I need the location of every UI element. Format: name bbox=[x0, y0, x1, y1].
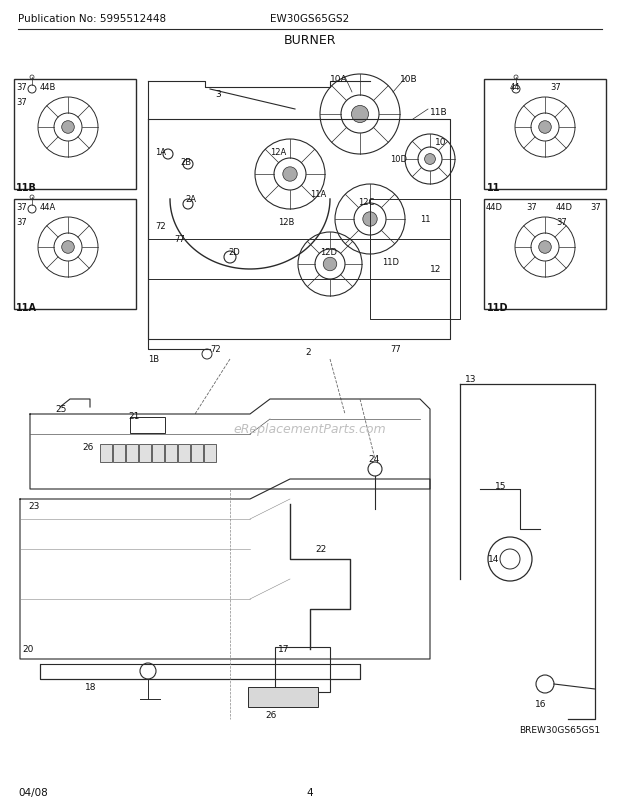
Text: 2: 2 bbox=[305, 347, 311, 357]
Text: BREW30GS65GS1: BREW30GS65GS1 bbox=[519, 725, 600, 734]
Text: 77: 77 bbox=[174, 235, 185, 244]
Text: 18: 18 bbox=[85, 683, 97, 691]
Text: 10D: 10D bbox=[390, 155, 407, 164]
Text: 37: 37 bbox=[16, 83, 27, 92]
Text: 11A: 11A bbox=[16, 302, 37, 313]
Text: 37: 37 bbox=[526, 203, 537, 212]
Bar bbox=[40, 664, 360, 679]
Text: 37: 37 bbox=[590, 203, 601, 212]
Bar bbox=[139, 444, 151, 463]
Text: 44D: 44D bbox=[486, 203, 503, 212]
Text: Publication No: 5995512448: Publication No: 5995512448 bbox=[18, 14, 166, 24]
Text: 26: 26 bbox=[82, 443, 94, 452]
Circle shape bbox=[323, 258, 337, 271]
Text: 44D: 44D bbox=[556, 203, 573, 212]
Text: 37: 37 bbox=[16, 203, 27, 212]
Text: 37: 37 bbox=[16, 217, 27, 227]
Text: 4: 4 bbox=[307, 787, 313, 797]
Text: 77: 77 bbox=[390, 345, 401, 354]
Bar bbox=[248, 687, 318, 707]
Text: 24: 24 bbox=[368, 455, 379, 464]
Text: 14: 14 bbox=[488, 554, 499, 563]
Circle shape bbox=[62, 241, 74, 254]
Text: 16: 16 bbox=[535, 699, 546, 708]
Text: 11: 11 bbox=[420, 215, 430, 224]
Text: 72: 72 bbox=[155, 221, 166, 231]
Text: 11D: 11D bbox=[487, 302, 508, 313]
Text: 11: 11 bbox=[487, 183, 500, 192]
Text: 2B: 2B bbox=[180, 158, 191, 167]
Text: 10A: 10A bbox=[330, 75, 348, 84]
Text: 37: 37 bbox=[16, 98, 27, 107]
Text: 11D: 11D bbox=[382, 257, 399, 267]
Text: 25: 25 bbox=[55, 404, 66, 414]
Bar bbox=[204, 444, 216, 463]
Circle shape bbox=[425, 155, 435, 165]
Circle shape bbox=[539, 122, 551, 134]
Circle shape bbox=[283, 168, 297, 182]
Text: EW30GS65GS2: EW30GS65GS2 bbox=[270, 14, 350, 24]
Circle shape bbox=[363, 213, 377, 227]
Text: 04/08: 04/08 bbox=[18, 787, 48, 797]
Bar bbox=[191, 444, 203, 463]
Bar bbox=[126, 444, 138, 463]
Text: 11B: 11B bbox=[16, 183, 37, 192]
Text: 2D: 2D bbox=[228, 248, 240, 257]
Text: 44A: 44A bbox=[40, 203, 56, 212]
Text: 12B: 12B bbox=[278, 217, 294, 227]
Bar bbox=[14, 200, 136, 310]
Text: 12C: 12C bbox=[358, 198, 374, 207]
Text: 21: 21 bbox=[128, 411, 140, 420]
Text: 23: 23 bbox=[28, 501, 40, 510]
Text: 13: 13 bbox=[465, 375, 477, 383]
Text: 44B: 44B bbox=[40, 83, 56, 92]
Text: eReplacementParts.com: eReplacementParts.com bbox=[234, 423, 386, 436]
Text: 22: 22 bbox=[315, 545, 326, 553]
Text: 12D: 12D bbox=[320, 248, 337, 257]
Bar bbox=[275, 647, 330, 692]
Bar bbox=[130, 418, 165, 433]
Text: 37: 37 bbox=[556, 217, 567, 227]
Bar bbox=[165, 444, 177, 463]
Circle shape bbox=[539, 241, 551, 254]
Text: 3: 3 bbox=[215, 90, 221, 99]
Bar bbox=[178, 444, 190, 463]
Bar bbox=[113, 444, 125, 463]
Text: 1A: 1A bbox=[155, 148, 166, 157]
Circle shape bbox=[352, 107, 368, 124]
Text: 12: 12 bbox=[430, 265, 441, 273]
Text: 2A: 2A bbox=[185, 195, 196, 204]
Text: 10: 10 bbox=[435, 138, 446, 147]
Bar bbox=[484, 80, 606, 190]
Text: BURNER: BURNER bbox=[284, 34, 336, 47]
Text: 72: 72 bbox=[210, 345, 221, 354]
Text: 20: 20 bbox=[22, 644, 33, 653]
Bar bbox=[100, 444, 112, 463]
Text: 44: 44 bbox=[510, 83, 521, 92]
Text: 1B: 1B bbox=[148, 354, 159, 363]
Text: 10B: 10B bbox=[400, 75, 418, 84]
Text: 12A: 12A bbox=[270, 148, 286, 157]
Text: 26: 26 bbox=[265, 710, 277, 719]
Bar bbox=[14, 80, 136, 190]
Text: 15: 15 bbox=[495, 481, 507, 490]
Circle shape bbox=[62, 122, 74, 134]
Bar bbox=[152, 444, 164, 463]
Text: 37: 37 bbox=[550, 83, 560, 92]
Bar bbox=[484, 200, 606, 310]
Text: 11B: 11B bbox=[430, 107, 448, 117]
Text: 17: 17 bbox=[278, 644, 290, 653]
Text: 11A: 11A bbox=[310, 190, 326, 199]
